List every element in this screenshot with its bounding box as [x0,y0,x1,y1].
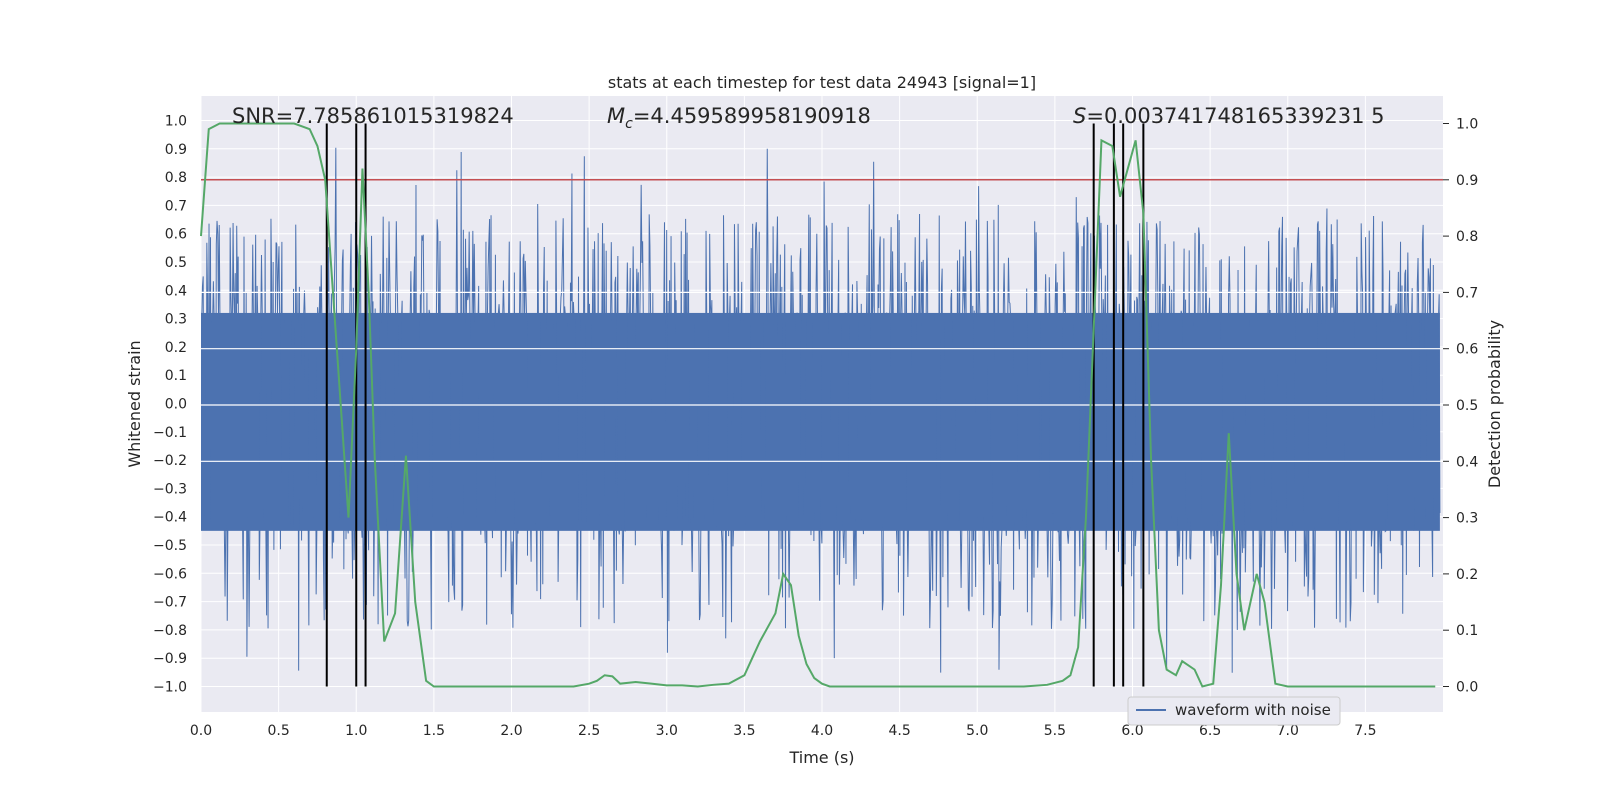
strain-line [201,147,1441,673]
x-tick-label: 1.0 [345,723,367,739]
y-tick-label-left: −0.1 [153,425,187,441]
y-tick-label-right: 0.8 [1456,229,1478,245]
x-tick-label: 4.5 [888,723,910,739]
y-tick-label-left: −0.9 [153,651,187,667]
y-tick-label-right: 0.6 [1456,342,1478,358]
y-axis-label-left: Whitened strain [125,340,144,467]
y-tick-label-left: 1.0 [165,114,187,130]
x-ticks: 0.0 0.5 1.0 1.5 2.0 2.5 3.0 3.5 4.0 4.5 5.0 5.5 6.0 6… [190,723,1377,739]
x-tick-label: 5.0 [966,723,988,739]
x-tick-label: 1.5 [423,723,445,739]
x-axis-label: Time (s) [788,748,854,767]
y-tick-label-right: 0.9 [1456,173,1478,189]
y-tick-label-left: 0.2 [165,340,187,356]
y-tick-label-left: 0.0 [165,397,187,413]
y-ticks-left: 1.0 0.9 0.8 0.7 0.6 0.5 0.4 0.3 0.2 0.1 0.0 −0.1 −0.… [153,114,187,696]
y-tick-label-left: −0.5 [153,538,187,554]
legend: waveform with noise [1127,696,1341,726]
x-tick-label: 3.5 [733,723,755,739]
y-tick-label-right: 0.1 [1456,623,1478,639]
y-ticks-right: 1.0 0.9 0.8 0.7 0.6 0.5 0.4 0.3 0.2 0.1 0.0 [1443,117,1478,696]
mc-symbol: M [607,104,625,128]
x-tick-label: 7.5 [1354,723,1376,739]
x-tick-label: 4.0 [811,723,833,739]
probability-series [200,122,1436,688]
event-lines [325,123,1145,687]
y-tick-label-left: 0.1 [165,368,187,384]
y-tick-label-left: −0.4 [153,510,187,526]
snr-annotation: SNR=7.785861015319824 [232,104,514,128]
s-value: =0.003741748165339231 5 [1086,104,1384,128]
legend-box [1127,696,1341,726]
chart-title: stats at each timestep for test data 249… [608,73,1036,92]
y-tick-label-right: 0.7 [1456,285,1478,301]
y-tick-label-left: 0.5 [165,255,187,271]
y-tick-label-left: 0.3 [165,312,187,328]
y-tick-label-right: 0.2 [1456,567,1478,583]
y-tick-label-left: 0.8 [165,170,187,186]
legend-label: waveform with noise [1175,701,1331,719]
x-tick-label: 0.5 [267,723,289,739]
y-tick-label-right: 0.0 [1456,680,1478,696]
x-tick-label: 3.0 [656,723,678,739]
chirp-mass-annotation: Mc=4.459589958190918 [607,104,871,132]
y-tick-label-left: −0.7 [153,595,187,611]
y-tick-label-left: −0.2 [153,453,187,469]
y-tick-label-left: 0.7 [165,198,187,214]
s-symbol: S [1073,104,1086,128]
y-axis-label-right: Detection probability [1485,320,1504,488]
x-tick-label: 5.5 [1044,723,1066,739]
y-tick-label-right: 0.5 [1456,398,1478,414]
y-tick-label-left: 0.9 [165,142,187,158]
y-tick-label-left: −0.8 [153,623,187,639]
x-tick-label: 2.5 [578,723,600,739]
x-tick-label: 7.0 [1277,723,1299,739]
probability-line [200,122,1436,688]
y-tick-label-right: 1.0 [1456,117,1478,133]
y-tick-label-right: 0.3 [1456,511,1478,527]
x-tick-label: 6.5 [1199,723,1221,739]
x-tick-label: 6.0 [1121,723,1143,739]
mc-value: =4.459589958190918 [633,104,871,128]
mc-subscript: c [625,116,633,132]
y-tick-label-left: −0.3 [153,481,187,497]
y-tick-label-left: −0.6 [153,566,187,582]
y-tick-label-left: 0.6 [165,227,187,243]
x-tick-label: 0.0 [190,723,212,739]
y-tick-label-left: −1.0 [153,680,187,696]
s-annotation: S=0.003741748165339231 5 [1073,104,1385,128]
x-tick-label: 2.0 [500,723,522,739]
y-tick-label-left: 0.4 [165,283,187,299]
y-tick-label-right: 0.4 [1456,454,1478,470]
